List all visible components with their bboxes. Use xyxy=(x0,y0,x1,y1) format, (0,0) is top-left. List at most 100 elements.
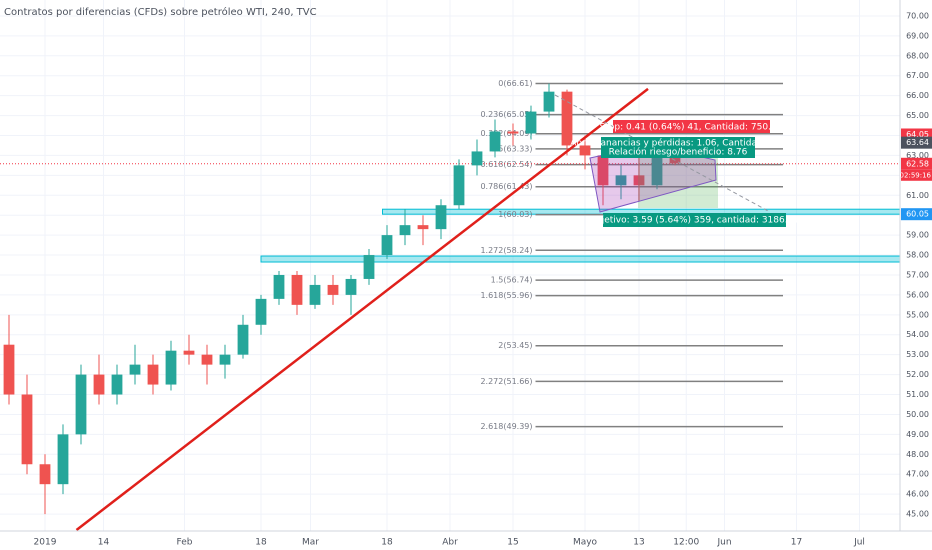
candle-body xyxy=(165,350,177,385)
fib-label: 0.382(64.09) xyxy=(480,129,532,138)
y-tick-label: 52.00 xyxy=(906,370,929,379)
stop-bg xyxy=(613,120,770,133)
target-bg xyxy=(603,213,786,227)
y-tick-label: 50.00 xyxy=(906,410,929,419)
x-tick-label: Feb xyxy=(177,538,193,548)
x-tick-label: 15 xyxy=(507,538,518,548)
candle-body xyxy=(111,374,123,395)
fib-label: 0.786(61.43) xyxy=(480,182,532,191)
fib-label: 2(53.45) xyxy=(498,341,532,350)
candle-body xyxy=(309,284,321,305)
target-label: Objetivo: 3.59 (5.64%) 359, cantidad: 31… xyxy=(589,216,799,226)
candle-body xyxy=(273,274,285,299)
y-tick-label: 65.00 xyxy=(906,111,929,120)
x-tick-label: 17 xyxy=(791,538,802,548)
y-tick-label: 63.00 xyxy=(906,151,929,160)
y-tick-label: 59.00 xyxy=(906,231,929,240)
candle-body xyxy=(3,344,15,395)
price-tag xyxy=(901,157,932,170)
candle-body xyxy=(57,434,69,485)
candle-body xyxy=(633,175,645,186)
fib-label: 0.618(62.54) xyxy=(480,160,532,169)
fib-label: 2.618(49.39) xyxy=(480,422,532,431)
candle-body xyxy=(129,364,141,375)
axes: 45.00 46.00 47.00 48.00 49.00 50.00 51.00 52.00… xyxy=(34,11,932,548)
y-tick-label: 61.00 xyxy=(906,191,929,200)
x-tick-label: Mayo xyxy=(573,538,598,548)
candle-body xyxy=(381,235,393,256)
candle-body xyxy=(75,374,87,435)
price-tag-label: 64.05 xyxy=(906,130,929,139)
y-tick-label: 54.00 xyxy=(906,330,929,339)
candle-body xyxy=(525,111,537,134)
y-tick-label: 55.00 xyxy=(906,310,929,319)
fib-label: 0.5(63.33) xyxy=(491,144,533,153)
x-tick-label: 13 xyxy=(633,538,644,548)
pnl-box: Abrir ganancias y pérdidas: 1.06, Cantid… xyxy=(570,137,786,158)
candle-body xyxy=(255,298,267,325)
fib-label: 2.272(51.66) xyxy=(480,377,532,386)
candle-body xyxy=(579,145,591,156)
fib-label: 1.618(55.96) xyxy=(480,291,532,300)
x-tick-label: 18 xyxy=(255,538,267,548)
y-tick-label: 51.00 xyxy=(906,390,929,399)
y-tick-label: 45.00 xyxy=(906,510,929,519)
candle-body xyxy=(147,364,159,385)
candle-body xyxy=(219,354,231,365)
fib-label: 1(60.03) xyxy=(498,210,532,219)
pnl-bg xyxy=(601,137,755,158)
countdown-tag xyxy=(901,169,932,181)
y-tick-label: 46.00 xyxy=(906,490,929,499)
candle-body xyxy=(399,225,411,236)
candle-body xyxy=(93,374,105,395)
candle-body xyxy=(471,151,483,166)
candle-body xyxy=(417,225,429,230)
price-tag-label: 63.64 xyxy=(906,138,929,147)
candle-body xyxy=(345,278,357,295)
y-tick-label: 58.00 xyxy=(906,251,929,260)
stop-box: Stop: 0.41 (0.64%) 41, Cantidad: 750.31 xyxy=(600,120,783,133)
candle-body xyxy=(39,464,51,485)
price-tag xyxy=(901,136,932,149)
y-tick-label: 66.00 xyxy=(906,91,929,100)
candle-body xyxy=(453,165,465,206)
candle-body xyxy=(183,350,195,355)
x-tick-label: 18 xyxy=(381,538,393,548)
fib-label: 1.272(58.24) xyxy=(480,246,532,255)
price-tag-label: 62.58 xyxy=(906,159,929,168)
y-tick-label: 67.00 xyxy=(906,71,929,80)
x-tick-label: Jul xyxy=(853,538,865,548)
target-box: Objetivo: 3.59 (5.64%) 359, cantidad: 31… xyxy=(589,213,799,227)
candle-body xyxy=(327,284,339,295)
y-tick-label: 69.00 xyxy=(906,31,929,40)
candle-body xyxy=(597,155,609,186)
candle-body xyxy=(543,91,555,112)
x-tick-label: 12:00 xyxy=(673,538,699,548)
candle-body xyxy=(237,324,249,355)
ratio-label: Relación riesgo/beneficio: 8.76 xyxy=(609,147,748,158)
fib-label: 0.236(65.05) xyxy=(480,110,532,119)
x-tick-label: 2019 xyxy=(34,538,57,548)
stop-label: Stop: 0.41 (0.64%) 41, Cantidad: 750.31 xyxy=(600,123,783,133)
countdown-label: 02:59:16 xyxy=(900,171,932,179)
trendline xyxy=(75,87,649,531)
candle-body xyxy=(489,131,501,152)
candle-body xyxy=(201,354,213,365)
candle-body xyxy=(507,131,519,134)
y-tick-label: 56.00 xyxy=(906,290,929,299)
chart-title: Contratos por diferencias (CFDs) sobre p… xyxy=(4,6,317,18)
x-tick-label: Abr xyxy=(442,538,458,548)
zone xyxy=(260,255,932,263)
y-tick-label: 48.00 xyxy=(906,450,929,459)
fib-label: 0(66.61) xyxy=(498,79,532,88)
y-tick-label: 68.00 xyxy=(906,51,929,60)
candle-body xyxy=(615,175,627,186)
x-tick-label: Jun xyxy=(716,538,731,548)
y-tick-label: 53.00 xyxy=(906,350,929,359)
price-tag xyxy=(901,208,932,221)
y-tick-label: 57.00 xyxy=(906,270,929,279)
y-tick-label: 49.00 xyxy=(906,430,929,439)
y-tick-label: 70.00 xyxy=(906,11,929,20)
